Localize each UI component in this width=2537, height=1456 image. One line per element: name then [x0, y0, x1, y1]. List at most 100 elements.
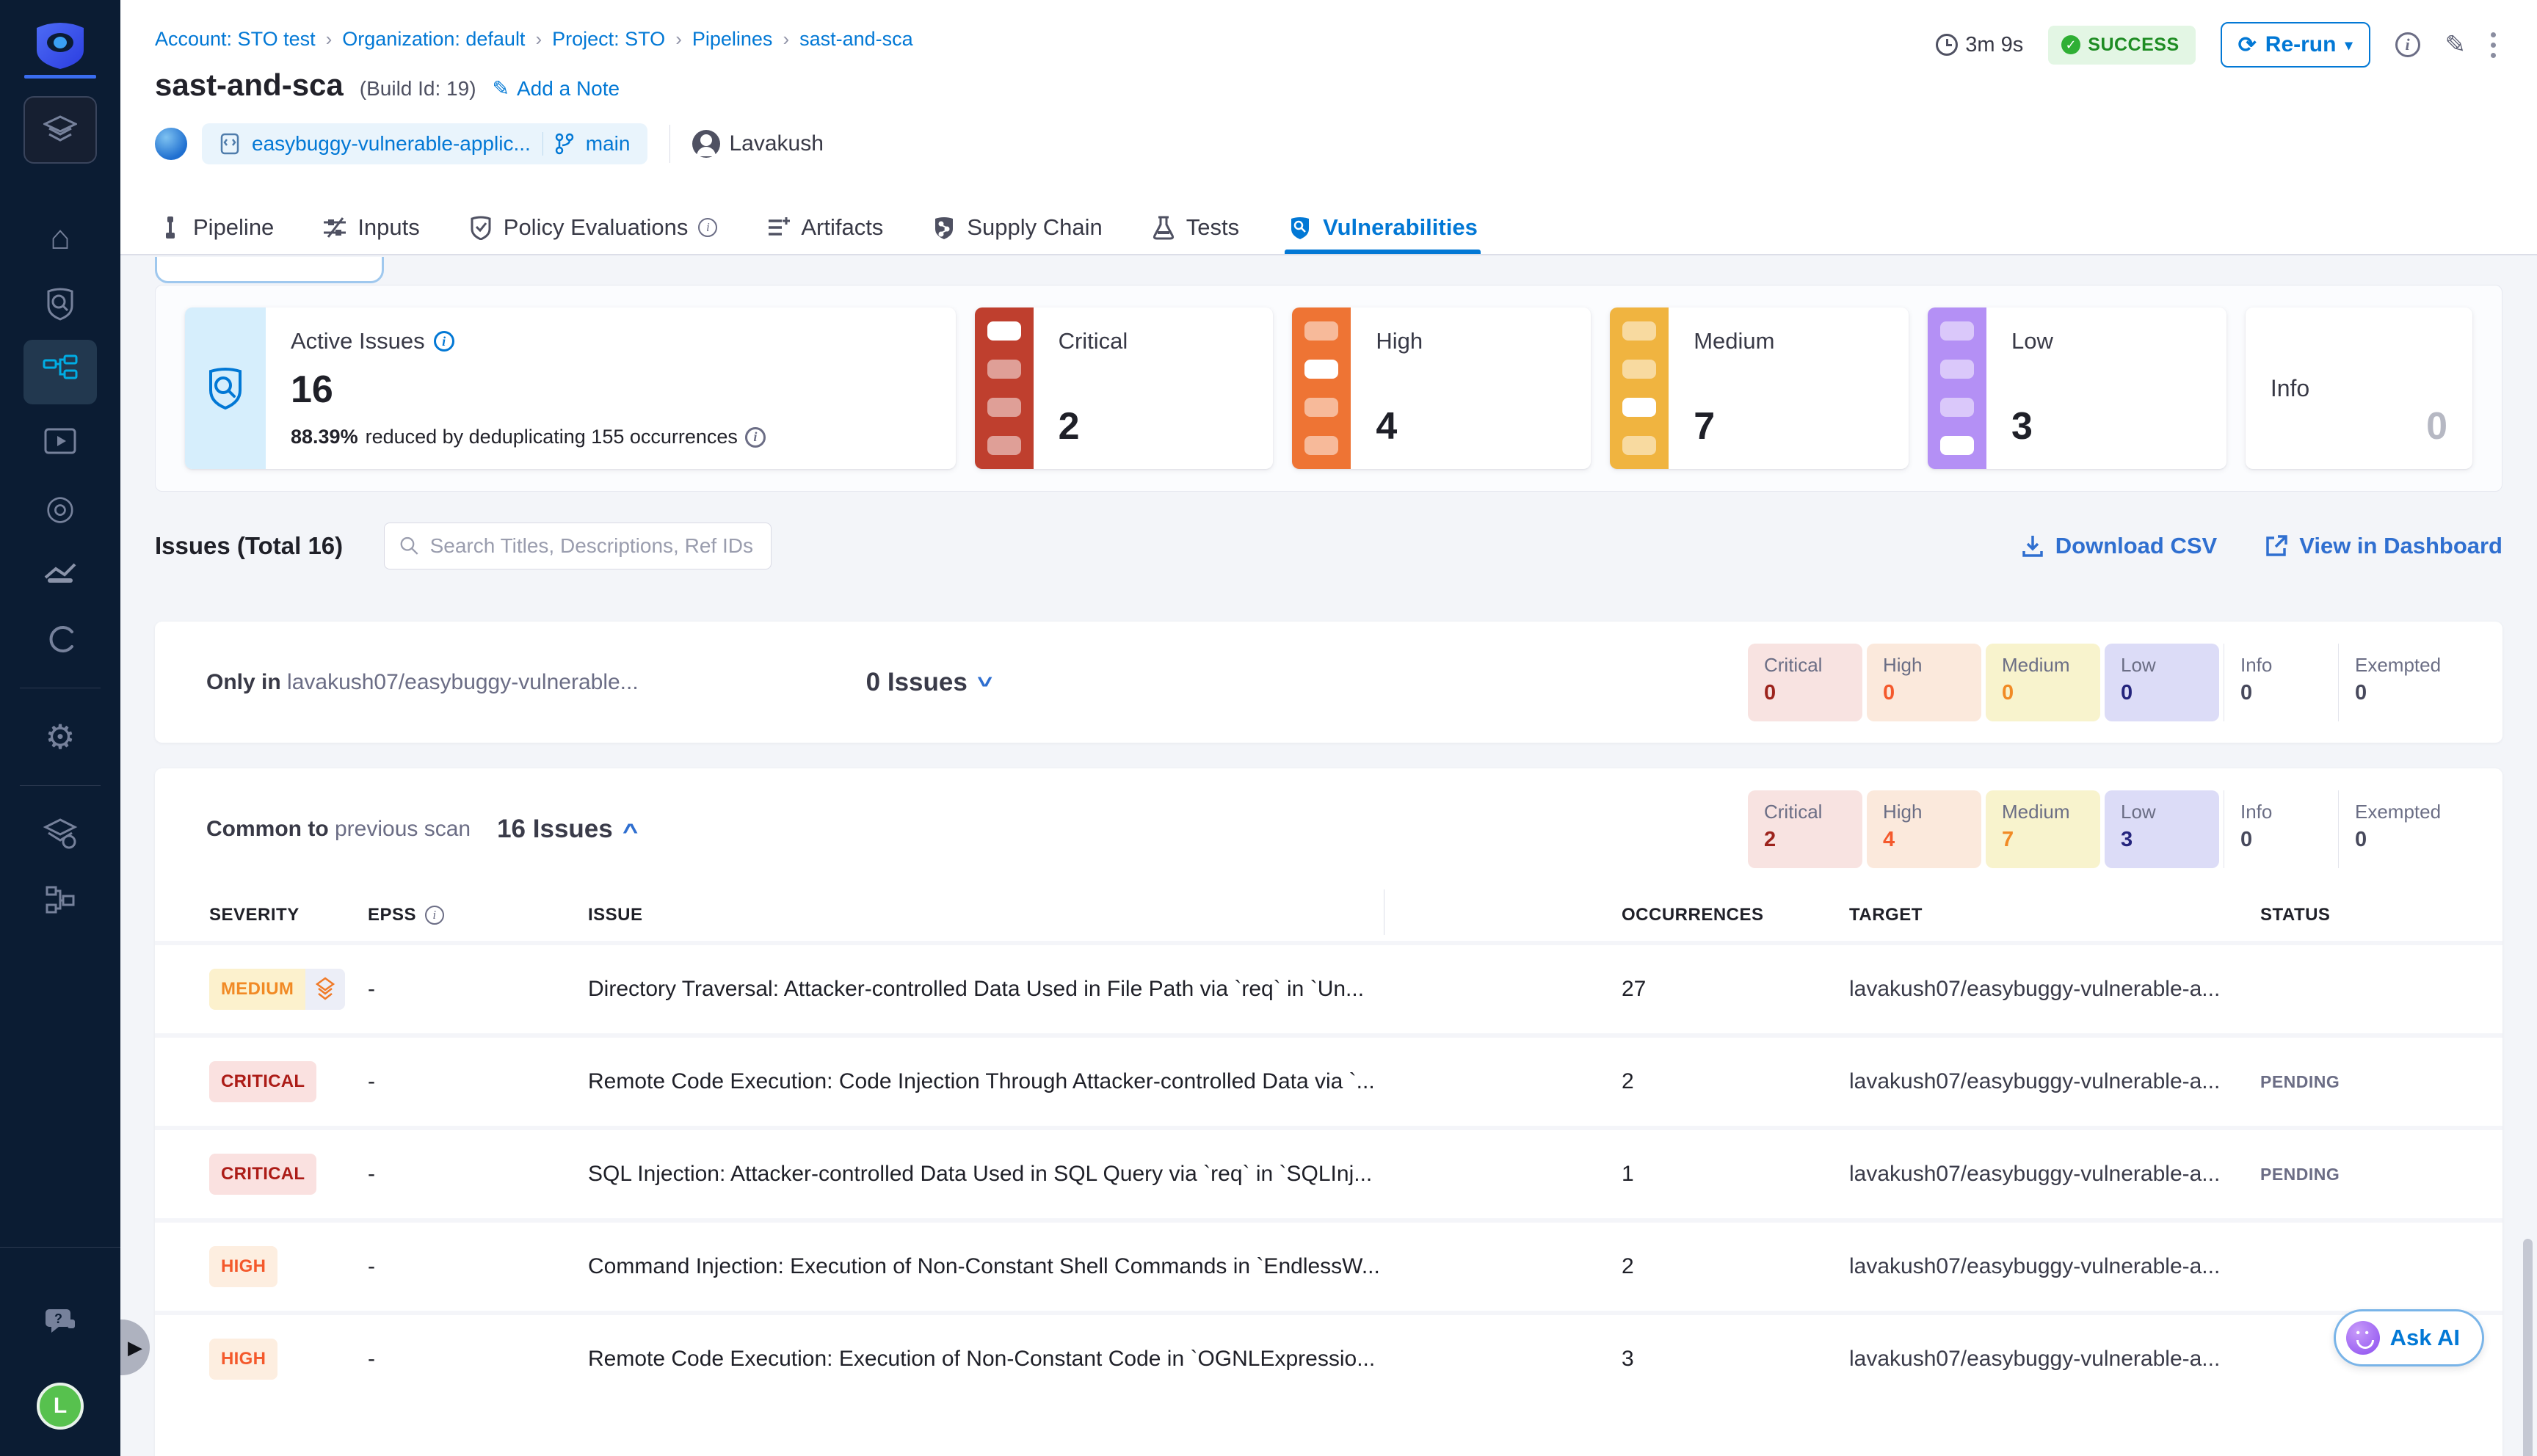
- executions-icon[interactable]: [23, 412, 97, 470]
- pencil-icon: ✎: [492, 77, 509, 100]
- occurrences: 3: [1622, 1347, 1634, 1371]
- settings-gear-icon[interactable]: ⚙: [45, 718, 76, 756]
- help-chat-icon[interactable]: ?: [23, 1292, 97, 1350]
- breadcrumb-account[interactable]: Account: STO test: [155, 28, 316, 50]
- col-epss: EPSS i: [368, 905, 588, 925]
- more-options-icon[interactable]: [2491, 32, 2496, 58]
- table-row[interactable]: HIGH - Remote Code Execution: Execution …: [155, 1311, 2502, 1403]
- policy-tab-icon: [471, 216, 491, 240]
- test-intelligence-icon[interactable]: [23, 544, 97, 603]
- tab-bar: Pipeline Inputs Policy Evaluations i Art…: [155, 201, 1481, 254]
- chip-info: Info 0: [2224, 643, 2334, 721]
- harness-logo[interactable]: [32, 21, 88, 69]
- high-strip: [1292, 307, 1351, 469]
- templates-icon[interactable]: [23, 805, 97, 864]
- chip-low: Low 0: [2105, 643, 2219, 721]
- branch-name[interactable]: main: [585, 132, 631, 155]
- repo-name[interactable]: easybuggy-vulnerable-applic...: [252, 132, 531, 155]
- logo-accent-bar: [24, 75, 96, 79]
- issue-title: Remote Code Execution: Code Injection Th…: [588, 1069, 1375, 1093]
- target: lavakush07/easybuggy-vulnerable-a...: [1849, 1069, 2221, 1093]
- table-row[interactable]: CRITICAL - Remote Code Execution: Code I…: [155, 1033, 2502, 1126]
- svg-text:?: ?: [54, 1311, 62, 1326]
- medium-value: 7: [1694, 405, 1716, 448]
- page-title: sast-and-sca: [155, 68, 344, 102]
- breadcrumb: Account: STO test › Organization: default…: [155, 28, 913, 50]
- breadcrumb-project[interactable]: Project: STO: [552, 28, 666, 50]
- tab-supply-chain[interactable]: Supply Chain: [929, 201, 1105, 254]
- status-badge: ✓ SUCCESS: [2048, 25, 2196, 65]
- table-row[interactable]: MEDIUM - Directory Traversal: Attacker-c…: [155, 941, 2502, 1033]
- targets-icon[interactable]: ◎: [45, 488, 76, 526]
- search-input[interactable]: [429, 534, 757, 558]
- governance-icon[interactable]: [23, 871, 97, 930]
- trigger-avatar: [155, 128, 187, 160]
- tab-tests[interactable]: Tests: [1148, 201, 1242, 254]
- active-issues-card[interactable]: Active Issues i 16 88.39% reduced by dedu…: [185, 307, 956, 469]
- info-icon[interactable]: i: [425, 906, 445, 925]
- breadcrumb-pipeline-name[interactable]: sast-and-sca: [799, 28, 913, 50]
- col-occurrences: OCCURRENCES: [1622, 905, 1764, 925]
- medium-label: Medium: [1694, 328, 1775, 354]
- sidebar: ⌂ ◎ ⚙ ? L: [0, 0, 120, 1456]
- issues-search[interactable]: [384, 523, 772, 569]
- info-label: Info: [2270, 374, 2310, 401]
- info-icon[interactable]: i: [433, 331, 454, 352]
- ask-ai-button[interactable]: Ask AI: [2333, 1309, 2484, 1366]
- dedup-stack-icon: [305, 969, 346, 1010]
- occurrences: 27: [1622, 977, 1647, 1001]
- col-target: TARGET: [1849, 905, 1923, 925]
- module-selector-icon[interactable]: [23, 96, 97, 164]
- scrolled-button-partial[interactable]: [155, 257, 384, 283]
- pipelines-icon[interactable]: [23, 340, 97, 404]
- info-icon: i: [698, 218, 718, 237]
- refresh-icon: ⟳: [2237, 32, 2257, 57]
- chip-high: High 4: [1867, 790, 1981, 868]
- chaos-icon[interactable]: [23, 610, 97, 669]
- breadcrumb-pipelines[interactable]: Pipelines: [692, 28, 773, 50]
- low-card[interactable]: Low 3: [1928, 307, 2226, 469]
- vulnerabilities-tab-icon: [1291, 217, 1310, 239]
- chevron-down-icon: ▾: [2345, 37, 2353, 54]
- tab-pipeline[interactable]: Pipeline: [155, 201, 277, 254]
- only-in-count[interactable]: 0 Issues ˅: [865, 667, 993, 696]
- user-avatar[interactable]: L: [37, 1383, 84, 1430]
- info-card[interactable]: Info 0: [2245, 307, 2472, 469]
- only-in-group: Only in lavakush07/easybuggy-vulnerable.…: [155, 622, 2502, 743]
- tab-artifacts[interactable]: Artifacts: [763, 201, 886, 254]
- breadcrumb-org[interactable]: Organization: default: [342, 28, 526, 50]
- high-value: 4: [1376, 405, 1398, 448]
- chevron-down-icon: ˅: [976, 671, 993, 693]
- home-icon[interactable]: ⌂: [50, 218, 70, 256]
- edit-pencil-icon[interactable]: ✎: [2445, 31, 2467, 59]
- tab-policy-evaluations[interactable]: Policy Evaluations i: [465, 201, 721, 254]
- add-note-link[interactable]: ✎ Add a Note: [492, 76, 620, 101]
- clock-icon: [1936, 34, 1959, 56]
- common-count[interactable]: 16 Issues ˄: [497, 814, 638, 843]
- common-title: Common to previous scan: [206, 816, 471, 841]
- dedup-note: 88.39% reduced by deduplicating 155 occu…: [291, 426, 931, 448]
- repo-pill[interactable]: easybuggy-vulnerable-applic... main: [202, 123, 648, 164]
- col-issue: ISSUE: [588, 905, 643, 925]
- chip-medium: Medium 7: [1986, 790, 2100, 868]
- medium-card[interactable]: Medium 7: [1610, 307, 1909, 469]
- tab-inputs[interactable]: Inputs: [319, 201, 422, 254]
- download-csv-link[interactable]: Download CSV: [2020, 533, 2217, 559]
- issues-total-title: Issues (Total 16): [155, 532, 344, 559]
- branch-icon: [555, 133, 574, 155]
- tab-vulnerabilities[interactable]: Vulnerabilities: [1285, 201, 1481, 254]
- table-row[interactable]: CRITICAL - SQL Injection: Attacker-contr…: [155, 1126, 2502, 1218]
- critical-card[interactable]: Critical 2: [974, 307, 1274, 469]
- sto-shield-icon[interactable]: [23, 274, 97, 332]
- vertical-scrollbar[interactable]: [2523, 1239, 2533, 1456]
- rerun-button[interactable]: ⟳ Re-run ▾: [2220, 22, 2370, 68]
- critical-label: Critical: [1058, 328, 1128, 354]
- target: lavakush07/easybuggy-vulnerable-a...: [1849, 1347, 2221, 1371]
- high-card[interactable]: High 4: [1292, 307, 1591, 469]
- only-in-title: Only in lavakush07/easybuggy-vulnerable.…: [206, 669, 639, 694]
- info-icon[interactable]: i: [2395, 32, 2420, 57]
- table-row[interactable]: HIGH - Command Injection: Execution of N…: [155, 1218, 2502, 1311]
- info-icon[interactable]: i: [744, 426, 766, 448]
- view-in-dashboard-link[interactable]: View in Dashboard: [2264, 533, 2502, 559]
- build-id: (Build Id: 19): [359, 77, 476, 100]
